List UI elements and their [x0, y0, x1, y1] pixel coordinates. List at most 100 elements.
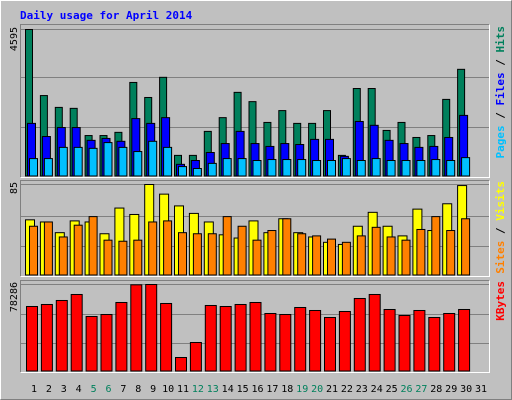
- bar: [160, 302, 173, 372]
- x-tick-label: 18: [281, 384, 293, 395]
- bar: [338, 310, 351, 372]
- bar: [368, 293, 381, 372]
- bar: [413, 309, 426, 372]
- bar: [371, 158, 381, 177]
- x-tick-label: 31: [475, 384, 487, 395]
- bar: [356, 160, 366, 177]
- x-tick-label: 6: [105, 384, 111, 395]
- bar: [416, 228, 426, 276]
- bar: [133, 239, 143, 276]
- bar: [386, 160, 396, 177]
- bar: [118, 240, 128, 276]
- x-tick-label: 4: [76, 384, 82, 395]
- x-tick-label: 14: [222, 384, 234, 395]
- bar: [192, 233, 202, 276]
- bar: [88, 147, 98, 177]
- y-tick-label: 78286: [9, 282, 20, 312]
- bar: [294, 306, 307, 372]
- bar: [26, 305, 38, 372]
- bar: [207, 162, 217, 177]
- x-tick-label: 12: [192, 384, 204, 395]
- bar: [282, 159, 292, 177]
- x-tick-label: 17: [266, 384, 278, 395]
- x-tick-label: 25: [386, 384, 398, 395]
- legend-entry: KBytes: [494, 281, 507, 321]
- bar: [175, 356, 187, 372]
- bar: [133, 151, 143, 177]
- bar: [40, 303, 53, 372]
- bar: [55, 299, 68, 372]
- bar: [43, 158, 53, 177]
- bar: [267, 159, 277, 177]
- bar: [282, 218, 292, 276]
- y-tick-label: 85: [9, 182, 20, 194]
- bar: [431, 216, 441, 276]
- bar: [118, 146, 128, 177]
- x-tick-label: 2: [46, 384, 52, 395]
- bar: [249, 301, 262, 372]
- bar: [178, 166, 187, 177]
- legend-entry: Pages: [494, 125, 507, 158]
- bar: [309, 309, 322, 372]
- legend-entry: Hits: [494, 26, 507, 53]
- bar: [312, 235, 322, 276]
- legend-separator: /: [494, 53, 507, 73]
- x-tick-label: 22: [341, 384, 353, 395]
- bar: [237, 225, 247, 276]
- bar: [163, 220, 173, 276]
- bar: [222, 158, 232, 177]
- bar: [401, 160, 411, 177]
- bar: [398, 314, 411, 372]
- bar: [353, 297, 366, 372]
- x-tick-label: 21: [326, 384, 338, 395]
- x-tick-label: 8: [135, 384, 141, 395]
- x-tick-label: 1: [31, 384, 37, 395]
- bar: [237, 158, 247, 177]
- bar: [100, 313, 113, 372]
- bar: [73, 224, 83, 276]
- bar: [43, 221, 53, 276]
- bar: [416, 160, 426, 177]
- bar: [207, 233, 217, 276]
- panel-shadow: [20, 180, 490, 277]
- x-tick-label: 30: [460, 384, 472, 395]
- legend: KBytes: [494, 281, 507, 321]
- bar: [356, 235, 366, 276]
- bar: [85, 315, 98, 372]
- bar: [130, 284, 143, 372]
- x-tick-label: 24: [371, 384, 383, 395]
- bar: [70, 293, 83, 372]
- bar: [264, 312, 277, 372]
- bar: [341, 158, 351, 177]
- bar: [148, 140, 158, 177]
- legend: Sites / Visits: [494, 181, 507, 274]
- bar: [383, 308, 396, 372]
- bar: [446, 160, 456, 177]
- bar: [204, 304, 217, 372]
- x-tick-label: 3: [61, 384, 67, 395]
- x-tick-label: 10: [162, 384, 174, 395]
- bar: [327, 160, 336, 177]
- bar: [297, 159, 307, 177]
- panel-highlight: [20, 24, 490, 178]
- x-tick-label: 9: [150, 384, 156, 395]
- bar: [324, 316, 336, 372]
- panel-highlight: [20, 180, 490, 277]
- bar: [443, 312, 456, 372]
- panel-shadow: [20, 280, 490, 373]
- legend-separator: /: [494, 221, 507, 241]
- bar: [431, 159, 441, 177]
- bar: [341, 241, 351, 276]
- bar: [461, 157, 471, 177]
- graph-title: Daily usage for April 2014: [20, 9, 193, 22]
- x-tick-label: 13: [207, 384, 219, 395]
- bar: [88, 216, 98, 276]
- bar: [386, 236, 396, 276]
- x-tick-label: 11: [177, 384, 189, 395]
- x-tick-label: 27: [415, 384, 427, 395]
- x-tick-label: 7: [120, 384, 126, 395]
- bar: [178, 232, 187, 276]
- bar: [103, 239, 113, 276]
- bar: [73, 146, 83, 177]
